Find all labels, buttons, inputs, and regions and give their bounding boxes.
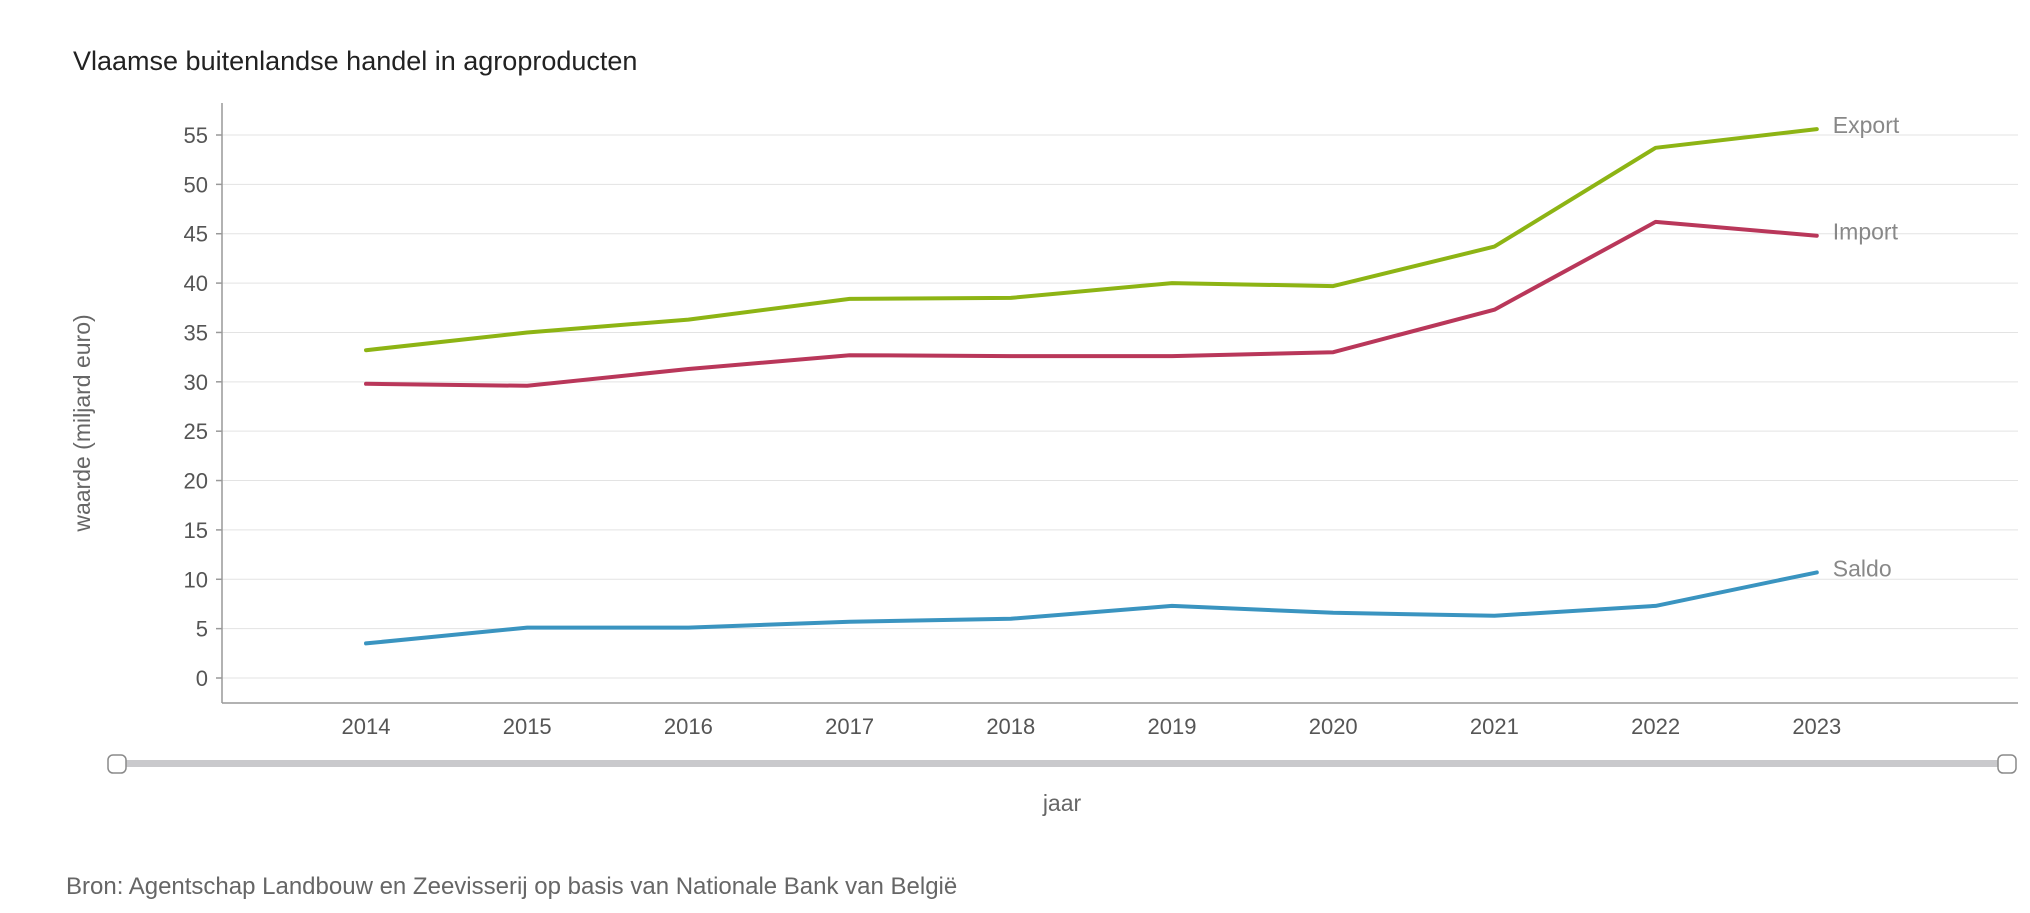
series-label-import: Import: [1833, 219, 1899, 245]
x-tick-label: 2018: [986, 714, 1035, 739]
series: [364, 127, 1819, 646]
series-label-saldo: Saldo: [1833, 555, 1892, 581]
y-tick-label: 55: [184, 123, 208, 148]
x-axis-title: jaar: [1042, 790, 1082, 816]
y-tick-label: 0: [196, 666, 208, 691]
x-tick-label: 2017: [825, 714, 874, 739]
series-line-saldo[interactable]: [364, 570, 1819, 646]
y-tick-label: 35: [184, 320, 208, 345]
slider-handle-right[interactable]: [1997, 754, 2017, 774]
slider-track[interactable]: [116, 760, 2008, 767]
y-tick-label: 5: [196, 617, 208, 642]
series-label-export: Export: [1833, 112, 1900, 138]
slider-handle-left[interactable]: [107, 754, 127, 774]
y-tick-label: 10: [184, 567, 208, 592]
x-tick-label: 2015: [503, 714, 552, 739]
x-tick-label: 2014: [342, 714, 391, 739]
range-slider[interactable]: [107, 754, 2017, 774]
y-tick-label: 20: [184, 469, 208, 494]
y-tick-label: 30: [184, 370, 208, 395]
y-tick-label: 15: [184, 518, 208, 543]
x-ticks: 2014 2015 2016 2017 2018 2019 2020 2021 2022 2023: [342, 714, 1842, 739]
x-tick-label: 2019: [1148, 714, 1197, 739]
y-tick-label: 40: [184, 271, 208, 296]
x-tick-label: 2021: [1470, 714, 1519, 739]
y-tick-label: 50: [184, 172, 208, 197]
y-tick-label: 45: [184, 222, 208, 247]
y-tick-label: 25: [184, 419, 208, 444]
chart-title: Vlaamse buitenlandse handel in agroprodu…: [73, 46, 638, 76]
series-line-import[interactable]: [364, 219, 1819, 388]
x-tick-label: 2022: [1631, 714, 1680, 739]
x-tick-label: 2023: [1792, 714, 1841, 739]
y-axis-title: waarde (miljard euro): [69, 314, 95, 532]
series-line-export[interactable]: [364, 127, 1819, 353]
y-ticks: 0 5 10 15 20 25 30 35 40 45 50 55: [184, 123, 222, 691]
x-tick-label: 2016: [664, 714, 713, 739]
grid: [222, 134, 2018, 679]
axes: [221, 103, 2018, 704]
x-tick-label: 2020: [1309, 714, 1358, 739]
source-note: Bron: Agentschap Landbouw en Zeevisserij…: [66, 873, 958, 900]
series-labels: Export Import Saldo: [1833, 112, 1900, 581]
